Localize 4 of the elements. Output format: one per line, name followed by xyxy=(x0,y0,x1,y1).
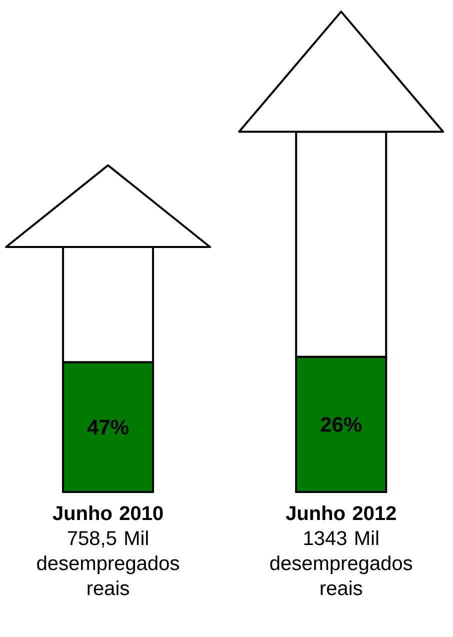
annotation: 47% xyxy=(87,420,128,435)
annotation: 26% xyxy=(320,417,362,432)
x-tick-label: Junho 2010 758,5 Mil desempregados reais xyxy=(37,506,179,596)
x-tick-label: Junho 2012 1343 Mil desempregados reais xyxy=(270,506,412,596)
